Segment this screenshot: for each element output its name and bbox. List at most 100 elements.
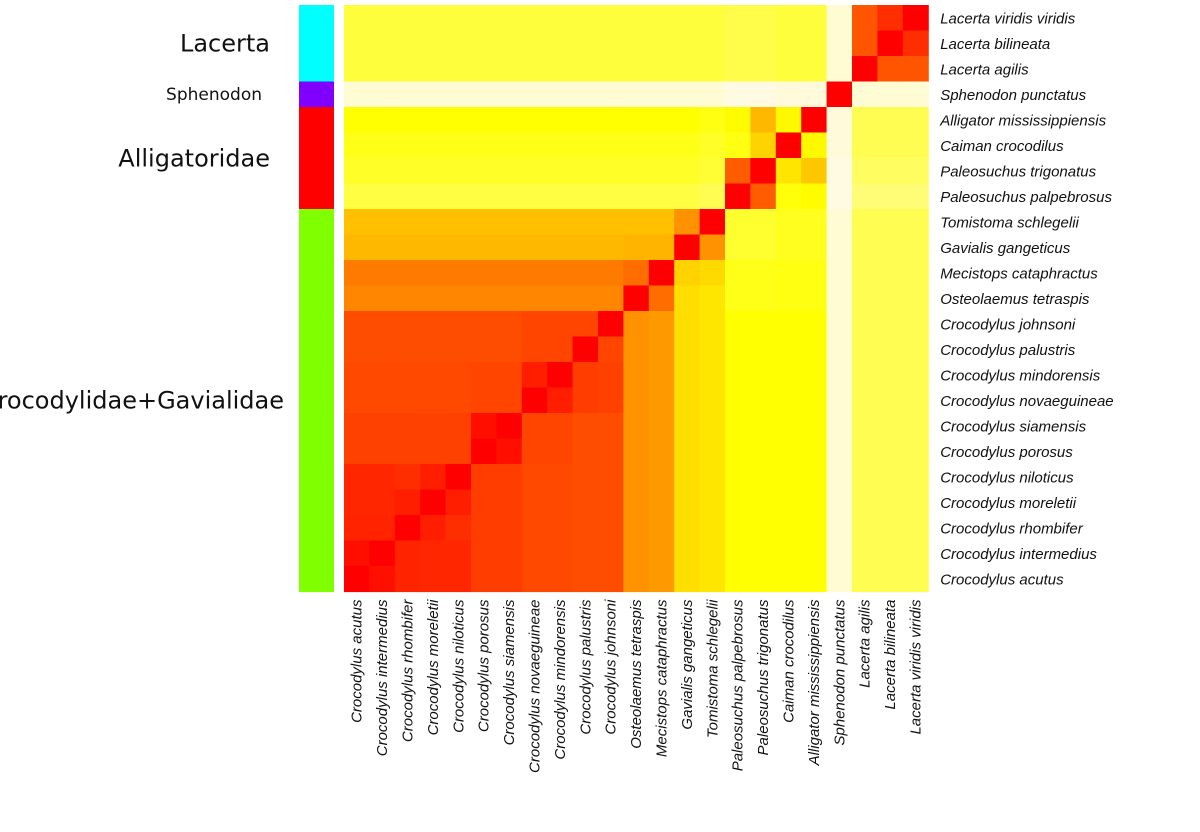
heatmap-cell-r5-c8	[547, 132, 574, 159]
heatmap-cell-r17-c12	[648, 438, 675, 465]
heatmap-cell-r22-c16	[750, 566, 777, 593]
heatmap-cell-r5-c22	[902, 132, 929, 159]
heatmap-cell-r7-c11	[623, 183, 650, 210]
heatmap-cell-r19-c0	[344, 489, 370, 516]
col-label-crocodylus-johnsoni: Crocodylus johnsoni	[603, 599, 620, 735]
heatmap-cell-r13-c14	[699, 336, 726, 363]
heatmap-cell-r12-c9	[572, 311, 599, 338]
row-label-lacerta-bilineata: Lacerta bilineata	[940, 36, 1050, 53]
heatmap-cell-r4-c4	[445, 107, 472, 134]
heatmap-cell-r14-c6	[496, 362, 523, 389]
heatmap-cell-r3-c1	[369, 81, 396, 108]
heatmap-cell-r5-c2	[394, 132, 421, 159]
heatmap-cell-r10-c2	[394, 260, 421, 287]
heatmap-cell-r15-c9	[572, 387, 599, 414]
col-label-crocodylus-novaeguineae: Crocodylus novaeguineae	[527, 600, 544, 773]
heatmap-cell-r12-c7	[521, 311, 548, 338]
heatmap-cell-r13-c0	[344, 336, 370, 363]
heatmap-cell-r16-c19	[826, 413, 853, 440]
heatmap-cell-r1-c5	[471, 30, 497, 57]
heatmap-cell-r3-c12	[648, 81, 675, 108]
heatmap-cell-r1-c0	[344, 30, 370, 57]
heatmap-cell-r6-c4	[445, 158, 472, 185]
heatmap-cell-r7-c8	[547, 183, 574, 210]
heatmap-cell-r1-c12	[648, 30, 675, 57]
heatmap-cell-r2-c20	[852, 56, 878, 83]
row-label-crocodylus-niloticus: Crocodylus niloticus	[940, 469, 1074, 486]
heatmap-cell-r7-c2	[394, 183, 421, 210]
heatmap-cell-r8-c7	[521, 209, 548, 236]
heatmap-cell-r2-c13	[674, 56, 701, 83]
heatmap-cell-r21-c3	[420, 540, 447, 567]
heatmap-cell-r0-c14	[699, 5, 726, 32]
heatmap-cell-r16-c17	[775, 413, 802, 440]
heatmap-cell-r6-c7	[521, 158, 548, 185]
heatmap-cell-r16-c8	[547, 413, 574, 440]
heatmap-cell-r9-c2	[394, 234, 421, 261]
heatmap-cell-r4-c5	[471, 107, 497, 134]
heatmap-cell-r16-c7	[521, 413, 548, 440]
heatmap-cell-r13-c15	[725, 336, 751, 363]
heatmap-cell-r11-c15	[725, 285, 751, 312]
heatmap-cell-r2-c14	[699, 56, 726, 83]
heatmap-cell-r6-c19	[826, 158, 853, 185]
heatmap-cell-r13-c16	[750, 336, 777, 363]
row-label-tomistoma-schlegelii: Tomistoma schlegelii	[940, 214, 1079, 231]
heatmap-cell-r20-c16	[750, 515, 777, 542]
heatmap-cell-r19-c19	[826, 489, 853, 516]
heatmap-cell-r11-c21	[877, 285, 904, 312]
group-bar-lacerta	[299, 5, 334, 83]
heatmap-cell-r13-c12	[648, 336, 675, 363]
heatmap-cell-r2-c9	[572, 56, 599, 83]
heatmap-cell-r21-c5	[471, 540, 497, 567]
heatmap-cell-r20-c22	[902, 515, 929, 542]
col-label-crocodylus-moreletii: Crocodylus moreletii	[425, 599, 442, 736]
heatmap-cell-r19-c18	[801, 489, 828, 516]
heatmap-cell-r16-c3	[420, 413, 447, 440]
heatmap-cell-r7-c1	[369, 183, 396, 210]
heatmap-cell-r15-c10	[598, 387, 624, 414]
heatmap-cell-r18-c21	[877, 464, 904, 491]
heatmap-cell-r6-c22	[902, 158, 929, 185]
heatmap-cell-r19-c14	[699, 489, 726, 516]
heatmap-cell-r18-c19	[826, 464, 853, 491]
heatmap-cell-r16-c9	[572, 413, 599, 440]
heatmap-cell-r22-c5	[471, 566, 497, 593]
heatmap-cell-r20-c2	[394, 515, 421, 542]
heatmap-cell-r21-c22	[902, 540, 929, 567]
heatmap-cell-r22-c4	[445, 566, 472, 593]
heatmap-cell-r4-c6	[496, 107, 523, 134]
heatmap-cell-r1-c17	[775, 30, 802, 57]
heatmap-cell-r4-c13	[674, 107, 701, 134]
heatmap-cell-r2-c18	[801, 56, 828, 83]
heatmap-cell-r18-c10	[598, 464, 624, 491]
heatmap-cell-r4-c2	[394, 107, 421, 134]
heatmap-cell-r19-c4	[445, 489, 472, 516]
heatmap-cell-r17-c18	[801, 438, 828, 465]
heatmap-cell-r4-c17	[775, 107, 802, 134]
heatmap-cell-r11-c14	[699, 285, 726, 312]
row-label-paleosuchus-trigonatus: Paleosuchus trigonatus	[940, 163, 1096, 180]
row-label-crocodylus-mindorensis: Crocodylus mindorensis	[940, 367, 1101, 384]
heatmap-cell-r16-c5	[471, 413, 497, 440]
heatmap-cell-r21-c18	[801, 540, 828, 567]
col-label-mecistops-cataphractus: Mecistops cataphractus	[654, 599, 671, 757]
heatmap-cell-r12-c2	[394, 311, 421, 338]
heatmap-cell-r8-c19	[826, 209, 853, 236]
heatmap-cell-r16-c14	[699, 413, 726, 440]
heatmap-cell-r11-c17	[775, 285, 802, 312]
heatmap-cell-r4-c0	[344, 107, 370, 134]
heatmap-cell-r15-c21	[877, 387, 904, 414]
heatmap-cell-r18-c18	[801, 464, 828, 491]
heatmap-cell-r14-c22	[902, 362, 929, 389]
heatmap-cell-r5-c11	[623, 132, 650, 159]
heatmap-cell-r10-c18	[801, 260, 828, 287]
heatmap-cell-r10-c21	[877, 260, 904, 287]
heatmap-cell-r10-c17	[775, 260, 802, 287]
heatmap-cell-r21-c17	[775, 540, 802, 567]
heatmap-cell-r0-c4	[445, 5, 472, 32]
heatmap-cell-r20-c7	[521, 515, 548, 542]
heatmap-cell-r20-c19	[826, 515, 853, 542]
row-label-gavialis-gangeticus: Gavialis gangeticus	[940, 240, 1071, 257]
heatmap-cell-r19-c6	[496, 489, 523, 516]
